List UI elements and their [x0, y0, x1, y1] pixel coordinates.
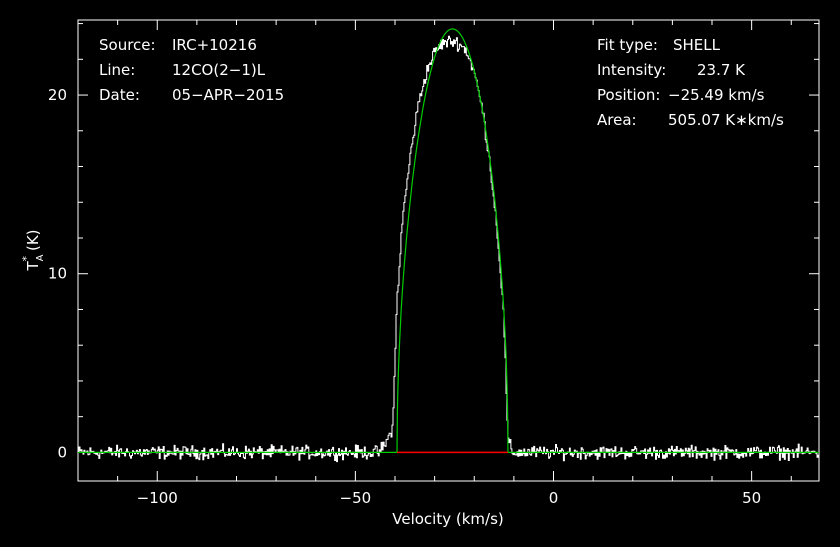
y-axis-label-sub: A	[35, 254, 46, 261]
y-tick-label: 0	[57, 443, 67, 461]
x-axis-label: Velocity (km/s)	[392, 510, 503, 528]
plot-frame	[77, 19, 820, 482]
source-value: IRC+10216	[172, 36, 257, 54]
y-axis-label-unit: (K)	[24, 229, 42, 251]
position-key: Position:	[597, 86, 660, 104]
y-axis-label-sup: *	[20, 256, 33, 262]
date-value: 05−APR−2015	[172, 86, 284, 104]
svg-text:TA*(K): TA* (K)	[20, 229, 46, 271]
y-axis-label-main: T	[24, 261, 42, 272]
axis-tick-labels: −100 −50 0 50 0 10 20	[48, 86, 761, 507]
info-right: Fit type: SHELL Intensity: 23.7 K Positi…	[597, 36, 784, 129]
x-tick-label: −100	[137, 489, 178, 507]
area-value: 505.07 K∗km/s	[668, 111, 784, 129]
line-value: 12CO(2−1)L	[172, 61, 266, 79]
y-tick-label: 20	[48, 86, 67, 104]
date-key: Date:	[99, 86, 140, 104]
x-tick-label: 50	[742, 489, 761, 507]
area-key: Area:	[597, 111, 637, 129]
fit-type-key: Fit type:	[597, 36, 658, 54]
x-tick-label: 0	[549, 489, 559, 507]
intensity-value: 23.7 K	[697, 61, 746, 79]
info-left: Source: IRC+10216 Line: 12CO(2−1)L Date:…	[99, 36, 284, 104]
position-value: −25.49 km/s	[668, 86, 765, 104]
spectrum-line	[78, 35, 819, 463]
line-key: Line:	[99, 61, 135, 79]
y-axis-label: TA* (K)	[20, 229, 46, 271]
fit-curve	[78, 28, 819, 453]
fit-type-value: SHELL	[673, 36, 721, 54]
source-key: Source:	[99, 36, 156, 54]
intensity-key: Intensity:	[597, 61, 666, 79]
chart-curves	[78, 28, 819, 463]
y-tick-label: 10	[48, 265, 67, 283]
x-tick-label: −50	[340, 489, 372, 507]
